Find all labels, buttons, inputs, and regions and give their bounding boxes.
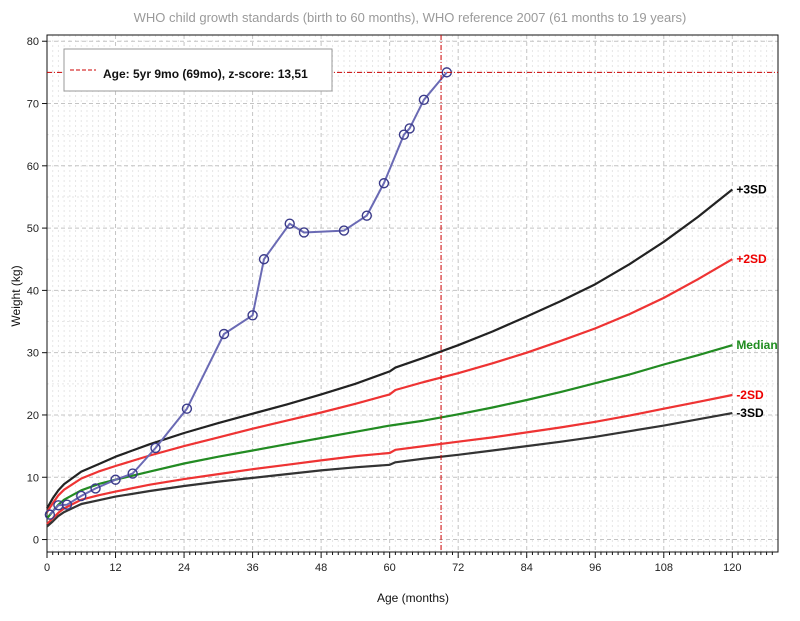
- y-tick-label: 80: [27, 36, 39, 48]
- x-tick-label: 0: [44, 562, 50, 574]
- y-tick-label: 30: [27, 348, 39, 360]
- patient-point: [298, 227, 310, 238]
- y-tick-label: 60: [27, 161, 39, 173]
- x-tick-label: 48: [315, 562, 327, 574]
- patient-point: [110, 474, 121, 485]
- x-tick-label: 84: [521, 562, 533, 574]
- patient-point: [127, 468, 138, 479]
- patient-point: [44, 509, 56, 520]
- patient-point: [338, 225, 350, 236]
- x-tick-label: 108: [655, 562, 673, 574]
- y-tick-label: 50: [27, 223, 39, 235]
- patient-point: [284, 218, 295, 229]
- curve-label: -3SD: [736, 406, 764, 420]
- patient-point: [90, 483, 101, 494]
- patient-point: [181, 403, 193, 414]
- y-tick-label: 20: [27, 410, 39, 422]
- patient-point: [398, 129, 410, 140]
- x-tick-label: 24: [178, 562, 190, 574]
- x-tick-label: 120: [723, 562, 741, 574]
- patient-point: [247, 310, 258, 321]
- patient-point: [61, 499, 73, 510]
- patient-point: [404, 123, 415, 134]
- x-tick-label: 72: [452, 562, 464, 574]
- x-tick-label: 12: [109, 562, 121, 574]
- patient-point: [76, 490, 87, 502]
- x-tick-label: 36: [246, 562, 258, 574]
- curve--2sd: [46, 258, 733, 513]
- patient-series: [44, 67, 452, 520]
- y-tick-label: 70: [27, 99, 39, 111]
- curve-label: -2SD: [736, 388, 764, 402]
- curve-label: Median: [736, 338, 777, 352]
- patient-point: [418, 94, 430, 105]
- y-tick-label: 10: [27, 472, 39, 484]
- annotation-box: [63, 48, 333, 92]
- curve-label: +3SD: [736, 182, 767, 196]
- x-tick-label: 60: [384, 562, 396, 574]
- curve--3sd: [46, 188, 733, 509]
- chart-title: WHO child growth standards (birth to 60 …: [134, 10, 687, 25]
- patient-point: [218, 328, 230, 340]
- y-tick-label: 0: [33, 535, 39, 547]
- annotation-text: Age: 5yr 9mo (69mo), z-score: 13,51: [103, 67, 308, 81]
- curve-median: [46, 344, 733, 520]
- annotation: Age: 5yr 9mo (69mo), z-score: 13,51: [47, 35, 778, 552]
- y-axis-title: Weight (kg): [9, 265, 23, 326]
- curve-label: +2SD: [736, 252, 767, 266]
- axis-ticks: 0 12 24 36 48 60 72 84 96 108 120 0 10 20 30 40 50 60 70 80: [27, 36, 773, 574]
- y-tick-label: 40: [27, 285, 39, 297]
- patient-point: [258, 254, 270, 265]
- x-tick-label: 96: [589, 562, 601, 574]
- patient-point: [150, 442, 161, 454]
- patient-point: [378, 178, 390, 189]
- x-axis-title: Age (months): [377, 591, 449, 605]
- patient-point: [361, 210, 373, 221]
- end-labels: +3SD +2SD Median -2SD -3SD: [736, 182, 777, 420]
- curve--3sd: [46, 412, 733, 528]
- patient-line: [49, 71, 448, 516]
